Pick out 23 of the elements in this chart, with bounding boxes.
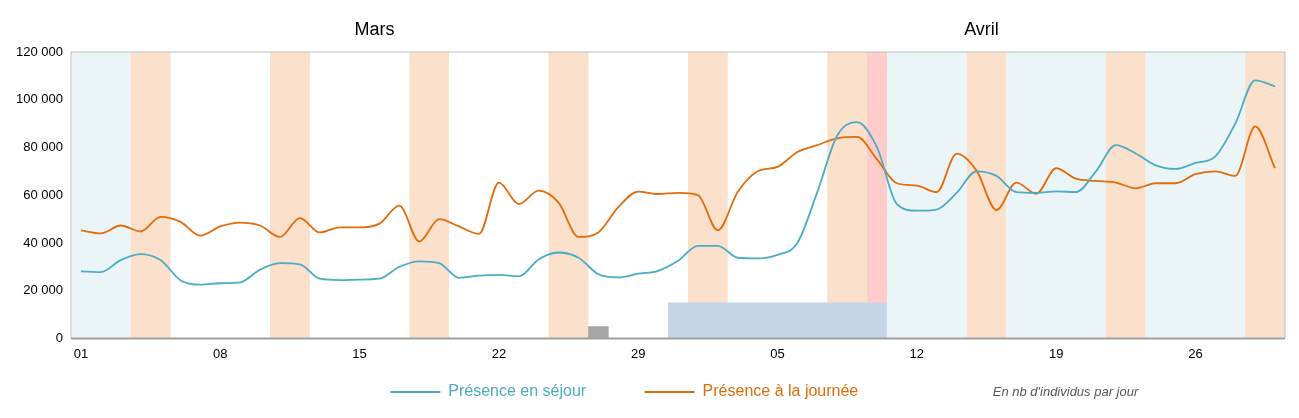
y-tick-label: 80 000: [23, 139, 63, 155]
y-tick-label: 20 000: [23, 282, 63, 298]
y-tick-label: 40 000: [23, 234, 63, 250]
y-tick-label: 60 000: [23, 186, 63, 202]
x-tick-label: 22: [491, 345, 507, 361]
x-tick-label: 05: [770, 345, 785, 361]
x-tick-label: 29: [630, 345, 646, 361]
x-tick-label: 01: [73, 345, 89, 361]
x-tick-label: 15: [352, 345, 367, 361]
x-tick-label: 12: [909, 345, 925, 361]
y-tick-label: 0: [55, 329, 63, 345]
text: En nb d'individus par jour: [992, 383, 1139, 399]
line-series: [80, 125, 1276, 243]
x-tick-label: 19: [1048, 345, 1064, 361]
legend-label: Présence à la journée: [702, 382, 903, 400]
x-tick-label: 26: [1188, 345, 1203, 361]
text: Avril: [964, 18, 999, 39]
y-tick-label: 120 000: [15, 43, 63, 59]
legend-label: Présence en séjour: [448, 382, 631, 400]
x-tick-label: 08: [213, 345, 228, 361]
line-series: [80, 79, 1276, 286]
y-tick-label: 100 000: [15, 91, 63, 107]
text: Mars: [354, 18, 395, 39]
